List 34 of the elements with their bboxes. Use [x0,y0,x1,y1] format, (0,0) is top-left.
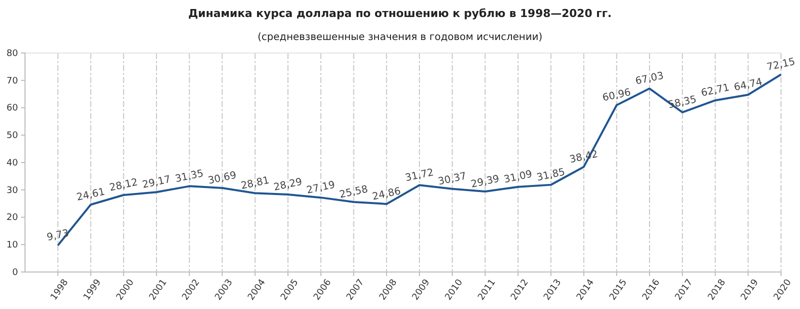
chart-title: Динамика курса доллара по отношению к рублю в 1998—2020 гг. [188,7,612,20]
data-label: 28,29 [272,176,304,194]
data-label: 24,61 [76,186,106,204]
data-label: 9,73 [46,228,70,244]
data-label: 67,03 [634,70,665,88]
data-label: 64,74 [733,76,764,94]
y-tick-label: 10 [6,240,18,251]
y-tick-label: 70 [6,76,18,86]
data-label: 28,81 [240,175,270,192]
y-tick-label: 60 [6,104,18,114]
data-label: 72,15 [766,56,796,74]
data-label: 29,39 [470,174,500,190]
data-label: 30,37 [437,170,468,188]
data-label: 24,86 [372,186,402,203]
data-label: 31,09 [502,169,534,186]
data-label: 60,96 [602,87,632,104]
y-tick-label: 30 [6,186,18,196]
data-label: 28,12 [108,177,139,194]
data-label: 29,17 [141,174,172,191]
data-label: 25,58 [338,184,369,201]
data-label: 31,72 [404,167,435,184]
chart-subtitle: (средневзвешенные значения в годовом исчислении) [258,32,542,43]
data-label: 27,19 [306,180,336,196]
data-label: 38,42 [568,148,600,166]
data-label: 30,69 [207,170,238,187]
y-tick-label: 0 [12,268,18,278]
data-label: 31,85 [536,166,566,184]
data-label: 31,35 [174,168,205,186]
data-label: 58,35 [667,94,698,112]
y-tick-label: 80 [6,48,18,59]
data-label: 62,71 [700,82,731,100]
y-tick-label: 50 [6,131,18,142]
y-tick-label: 40 [6,158,18,168]
y-tick-label: 20 [6,213,18,224]
